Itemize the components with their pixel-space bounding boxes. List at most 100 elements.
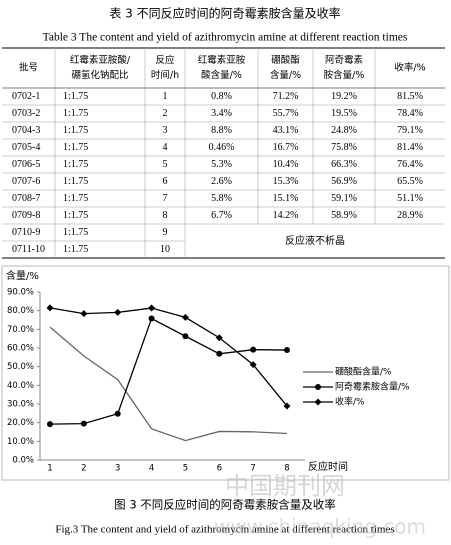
- y-tick-label: 70.0%: [7, 325, 34, 335]
- column-header: 收率/%: [394, 62, 425, 74]
- y-tick-label: 60.0%: [7, 344, 34, 354]
- table-cell: 58.9%: [331, 210, 357, 221]
- table-cell: 1:1.75: [63, 142, 88, 153]
- table-cell: 76.4%: [397, 159, 423, 170]
- x-tick-label: 4: [149, 464, 154, 474]
- table-cell: 0705-4: [12, 142, 40, 153]
- table-cell: 2: [163, 108, 168, 119]
- table-cell: 19.5%: [331, 108, 357, 119]
- table-cell: 81.5%: [397, 91, 423, 102]
- line: [49, 326, 288, 442]
- table-cell: 6.7%: [211, 210, 232, 221]
- table-cell: 66.3%: [331, 159, 357, 170]
- x-axis-title: 反应时间: [308, 460, 348, 473]
- marker: [284, 347, 290, 354]
- table-cell: 78.4%: [397, 108, 423, 119]
- table-cell: 15.3%: [273, 176, 299, 187]
- marker: [47, 421, 53, 428]
- column-header: 红霉素亚胺酸/: [70, 54, 131, 66]
- table-cell: 8.8%: [211, 125, 232, 136]
- table-cell: 0703-2: [12, 108, 40, 119]
- y-tick-label: 20.0%: [7, 418, 34, 428]
- marker: [181, 313, 189, 321]
- table-cell: 6: [163, 176, 168, 187]
- table-cell: 1:1.75: [63, 244, 88, 255]
- table-subtitle: Table 3 The content and yield of azithro…: [43, 32, 408, 44]
- y-tick-label: 0.0%: [12, 456, 34, 466]
- table-cell: 71.2%: [273, 91, 299, 102]
- table-note: 反应液不析晶: [285, 234, 345, 247]
- legend-label: 阿奇霉素胺含量/%: [335, 381, 410, 393]
- line: [49, 307, 288, 407]
- table-cell: 2.6%: [211, 176, 232, 187]
- column-header: 硼氢化钠配比: [71, 69, 128, 81]
- caption-zh: 图 3 不同反应时间的阿奇霉素胺含量及收率: [114, 498, 336, 512]
- table-cell: 1:1.75: [63, 108, 88, 119]
- table-cell: 19.2%: [331, 91, 357, 102]
- x-tick-label: 8: [284, 464, 289, 474]
- column-header: 硼酸酯: [271, 54, 300, 66]
- table-cell: 4: [163, 142, 168, 153]
- table-cell: 81.4%: [397, 142, 423, 153]
- table-cell: 0708-7: [12, 193, 40, 204]
- x-tick-label: 5: [183, 464, 188, 474]
- table-cell: 28.9%: [397, 210, 423, 221]
- marker: [46, 304, 54, 312]
- table-cell: 24.8%: [331, 125, 357, 136]
- table-cell: 3.4%: [211, 108, 232, 119]
- watermark: 中国期刊网: [225, 472, 345, 500]
- legend-label: 硼酸酯含量/%: [335, 366, 392, 378]
- table-cell: 51.1%: [397, 193, 423, 204]
- y-axis-title: 含量/%: [6, 269, 39, 282]
- marker: [114, 308, 122, 316]
- table-cell: 0.8%: [211, 91, 232, 102]
- marker: [283, 402, 291, 410]
- table-cell: 1:1.75: [63, 91, 88, 102]
- table-cell: 3: [163, 125, 168, 136]
- column-header: 含量/%: [270, 69, 301, 81]
- table-cell: 79.1%: [397, 125, 423, 136]
- column-header: 胺含量/%: [324, 69, 365, 81]
- x-tick-label: 1: [47, 464, 52, 474]
- x-tick-label: 2: [81, 464, 86, 474]
- table-cell: 15.1%: [273, 193, 299, 204]
- marker: [314, 398, 322, 406]
- legend-label: 收率/%: [335, 396, 365, 408]
- table-cell: 10: [160, 244, 170, 255]
- table-cell: 1:1.75: [63, 193, 88, 204]
- column-header: 批号: [19, 62, 38, 74]
- y-tick-label: 40.0%: [7, 381, 34, 391]
- y-tick-label: 90.0%: [7, 288, 34, 298]
- table-cell: 0707-6: [12, 176, 40, 187]
- table-cell: 8: [163, 210, 168, 221]
- table-cell: 14.2%: [273, 210, 299, 221]
- table-cell: 1:1.75: [63, 227, 88, 238]
- table-cell: 75.8%: [331, 142, 357, 153]
- table-cell: 0702-1: [12, 91, 40, 102]
- x-tick-label: 6: [217, 464, 222, 474]
- marker: [148, 304, 156, 312]
- marker: [216, 350, 223, 357]
- marker: [249, 361, 257, 369]
- column-header: 时间/h: [151, 69, 179, 81]
- caption-en: Fig.3 The content and yield of azithromy…: [55, 524, 394, 536]
- y-tick-label: 80.0%: [7, 306, 34, 316]
- chart-frame: [1, 265, 450, 481]
- table-title: 表 3 不同反应时间的阿奇霉素胺含量及收率: [109, 6, 340, 21]
- table-cell: 7: [163, 193, 168, 204]
- table-cell: 1:1.75: [63, 176, 88, 187]
- table-cell: 1:1.75: [63, 159, 88, 170]
- x-tick-label: 3: [115, 464, 120, 474]
- y-tick-label: 50.0%: [7, 362, 34, 372]
- table-cell: 5.8%: [211, 193, 232, 204]
- column-header: 酸含量/%: [201, 69, 242, 81]
- table-cell: 5.3%: [211, 159, 232, 170]
- marker: [215, 334, 223, 342]
- table-cell: 0.46%: [209, 142, 235, 153]
- table-cell: 9: [163, 227, 168, 238]
- column-header: 反应: [155, 54, 175, 66]
- marker: [114, 410, 121, 417]
- x-tick-label: 7: [250, 464, 255, 474]
- column-header: 阿奇霉素: [325, 54, 364, 66]
